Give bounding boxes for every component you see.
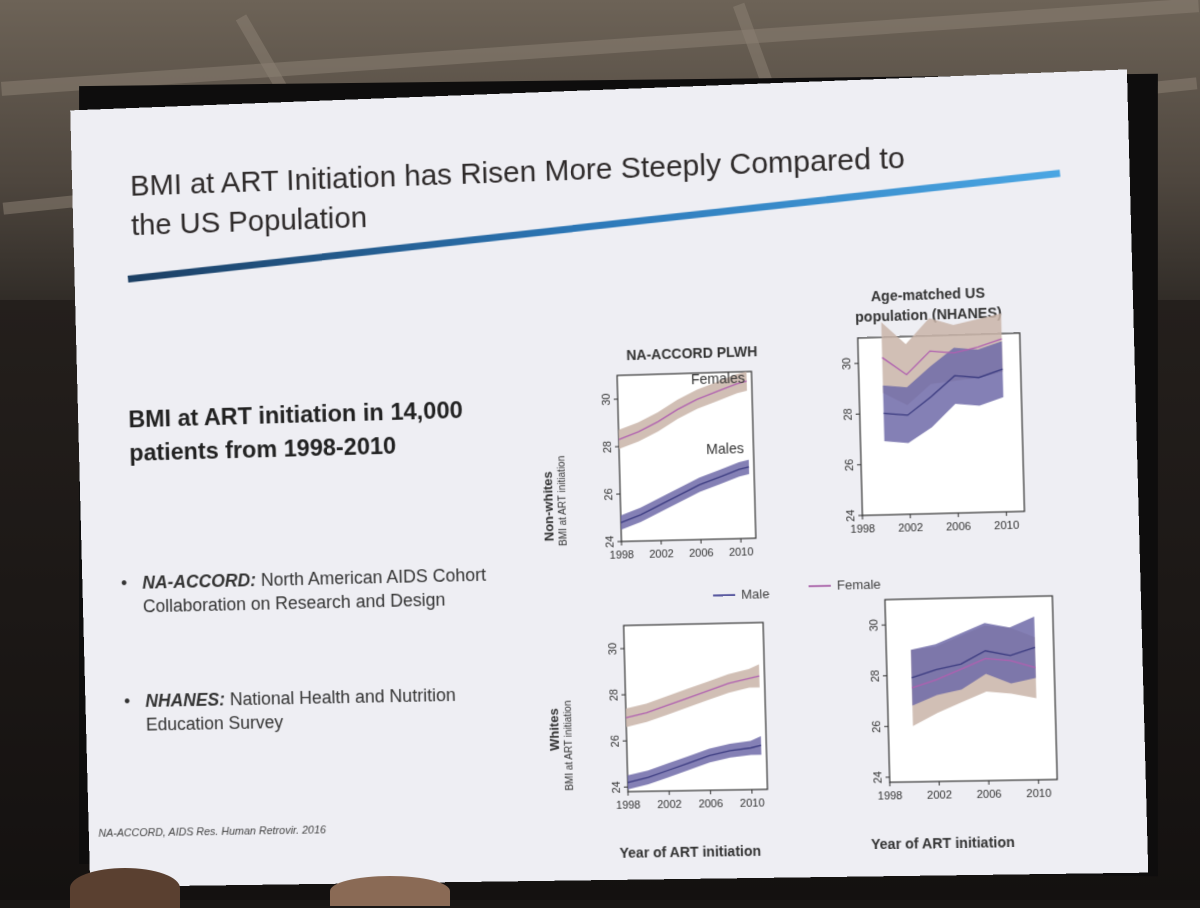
x-tick-label: 2002 xyxy=(927,789,952,802)
x-axis-title-right: Year of ART initiation xyxy=(871,834,1015,852)
x-tick-label: 2006 xyxy=(698,798,723,811)
x-tick-label: 2006 xyxy=(689,547,714,560)
row-label-non-whites: Non-whites xyxy=(540,471,557,541)
y-tick-label: 26 xyxy=(609,735,621,747)
audience-head xyxy=(330,876,450,906)
x-axis-title-left: Year of ART initiation xyxy=(619,843,761,861)
bullet-na-accord: • NA-ACCORD: North American AIDS Cohort … xyxy=(121,563,494,619)
label-males: Males xyxy=(706,440,744,457)
y-tick-label: 28 xyxy=(869,670,882,683)
y-tick-label: 30 xyxy=(607,643,619,655)
y-tick-label: 28 xyxy=(608,689,620,701)
chart-panel-plwh-whites: 24 26 28 30 1998 2002 2006 2010 xyxy=(594,616,775,820)
x-tick-label: 1998 xyxy=(878,790,903,803)
y-tick-label: 24 xyxy=(604,536,616,549)
y-tick-label: 26 xyxy=(844,459,857,472)
left-column-title: NA-ACCORD PLWH xyxy=(606,343,777,364)
x-tick-label: 2006 xyxy=(976,788,1001,801)
chart-svg: 24 26 28 30 1998 2002 2006 2010 Females Males xyxy=(587,365,763,570)
chart-panel-nhanes-whites: 24 26 28 30 1998 2002 2006 2010 xyxy=(854,590,1064,811)
y-tick-label: 24 xyxy=(872,771,885,784)
bullet-text: NHANES: National Health and Nutrition Ed… xyxy=(124,682,497,737)
y-axis-label: BMI at ART initiation xyxy=(556,456,569,546)
y-tick-label: 30 xyxy=(841,357,854,370)
audience-head xyxy=(70,868,180,908)
x-tick-label: 1998 xyxy=(609,549,634,562)
x-tick-label: 2010 xyxy=(994,520,1019,533)
legend-male: Male xyxy=(713,586,770,602)
bullet-dot: • xyxy=(121,571,128,595)
bullet-term: NA-ACCORD: xyxy=(142,570,256,592)
bullet-dot: • xyxy=(124,689,131,713)
x-tick-label: 2010 xyxy=(729,546,754,559)
legend-swatch-male xyxy=(713,593,735,596)
y-tick-label: 28 xyxy=(602,441,614,454)
chart-panel-plwh-nonwhites: 24 26 28 30 1998 2002 2006 2010 Females Males xyxy=(587,365,763,570)
row-label-whites: Whites xyxy=(546,708,562,751)
x-tick-label: 1998 xyxy=(616,799,641,812)
x-tick-label: 2006 xyxy=(946,521,971,534)
x-tick-label: 2002 xyxy=(898,522,923,535)
x-tick-label: 1998 xyxy=(850,523,875,536)
projected-slide: BMI at ART Initiation has Risen More Ste… xyxy=(70,69,1148,887)
bullet-text: NA-ACCORD: North American AIDS Cohort Co… xyxy=(121,563,494,619)
y-tick-label: 30 xyxy=(868,619,881,632)
chart-svg: 24 26 28 30 1998 2002 2006 2010 xyxy=(594,616,775,820)
bullet-nhanes: • NHANES: National Health and Nutrition … xyxy=(124,682,497,737)
legend-female: Female xyxy=(808,577,881,594)
chart-svg: 24 26 28 30 1998 2002 2006 2010 xyxy=(827,327,1031,545)
chart-svg: 24 26 28 30 1998 2002 2006 2010 xyxy=(854,590,1064,811)
x-tick-label: 2010 xyxy=(1026,788,1051,801)
y-tick-label: 24 xyxy=(611,781,623,793)
chart-panel-nhanes-nonwhites: 24 26 28 30 1998 2002 2006 2010 xyxy=(827,327,1031,545)
legend-label-female: Female xyxy=(837,577,881,593)
x-tick-label: 2010 xyxy=(740,797,765,810)
x-tick-label: 2002 xyxy=(649,548,674,561)
legend-swatch-female xyxy=(809,584,831,587)
slide-headline: BMI at ART initiation in 14,000 patients… xyxy=(128,393,502,471)
y-tick-label: 28 xyxy=(842,408,855,421)
y-tick-label: 26 xyxy=(871,720,884,733)
y-tick-label: 24 xyxy=(845,509,858,522)
label-females: Females xyxy=(691,370,745,388)
y-tick-label: 30 xyxy=(601,393,613,406)
x-tick-label: 2002 xyxy=(657,799,682,812)
y-tick-label: 26 xyxy=(603,488,615,501)
citation: NA-ACCORD, AIDS Res. Human Retrovir. 201… xyxy=(98,824,326,839)
y-axis-label: BMI at ART initiation xyxy=(563,700,576,790)
bullet-term: NHANES: xyxy=(145,690,225,711)
legend-label-male: Male xyxy=(741,586,770,602)
